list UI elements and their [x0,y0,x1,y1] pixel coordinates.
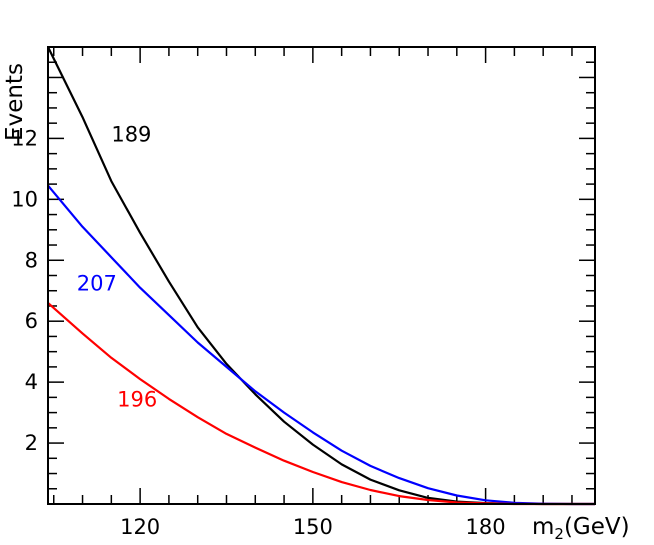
y-tick-label: 6 [25,309,38,333]
series-label-207: 207 [77,272,117,296]
plot-frame [47,46,596,505]
series-labels: 189 207 196 [77,122,157,411]
x-axis-symbol: m [532,514,554,540]
x-axis-subscript: 2 [554,525,564,543]
y-axis-title: Events [2,63,28,141]
y-tick-label: 10 [11,187,38,211]
x-tick-label: 150 [293,515,333,539]
y-tick-label: 8 [25,248,38,272]
x-axis-title: m2(GeV) [532,514,630,543]
series-label-189: 189 [111,122,151,146]
y-tick-label: 12 [11,126,38,150]
series-line-207 [47,184,595,506]
series-label-196: 196 [117,388,157,412]
x-tick-label: 120 [120,515,160,539]
x-tick-label: 180 [466,515,506,539]
axis-ticks [48,47,595,504]
y-tick-label: 2 [25,431,38,455]
series-layer [47,46,595,506]
tick-labels: 120 150 180 2 4 6 8 10 12 [11,126,505,539]
x-axis-unit: (GeV) [564,514,630,540]
y-tick-label: 4 [25,370,38,394]
